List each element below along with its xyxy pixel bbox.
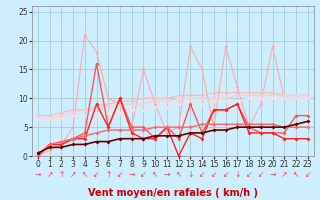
Text: ↗: ↗	[46, 170, 53, 179]
Text: ↙: ↙	[305, 170, 311, 179]
Text: ↓: ↓	[234, 170, 241, 179]
Text: ↖: ↖	[175, 170, 182, 179]
Text: Vent moyen/en rafales ( km/h ): Vent moyen/en rafales ( km/h )	[88, 188, 258, 198]
Text: ↖: ↖	[152, 170, 158, 179]
Text: ↙: ↙	[199, 170, 205, 179]
Text: ↙: ↙	[246, 170, 252, 179]
Text: →: →	[164, 170, 170, 179]
Text: ↑: ↑	[105, 170, 111, 179]
Text: →: →	[35, 170, 41, 179]
Text: ↖: ↖	[82, 170, 88, 179]
Text: ↗: ↗	[70, 170, 76, 179]
Text: ↙: ↙	[211, 170, 217, 179]
Text: ↑: ↑	[58, 170, 65, 179]
Text: ↙: ↙	[117, 170, 123, 179]
Text: ↖: ↖	[293, 170, 299, 179]
Text: ↙: ↙	[222, 170, 229, 179]
Text: ↗: ↗	[281, 170, 287, 179]
Text: ↙: ↙	[140, 170, 147, 179]
Text: ↙: ↙	[258, 170, 264, 179]
Text: ↓: ↓	[187, 170, 194, 179]
Text: →: →	[129, 170, 135, 179]
Text: →: →	[269, 170, 276, 179]
Text: ↙: ↙	[93, 170, 100, 179]
